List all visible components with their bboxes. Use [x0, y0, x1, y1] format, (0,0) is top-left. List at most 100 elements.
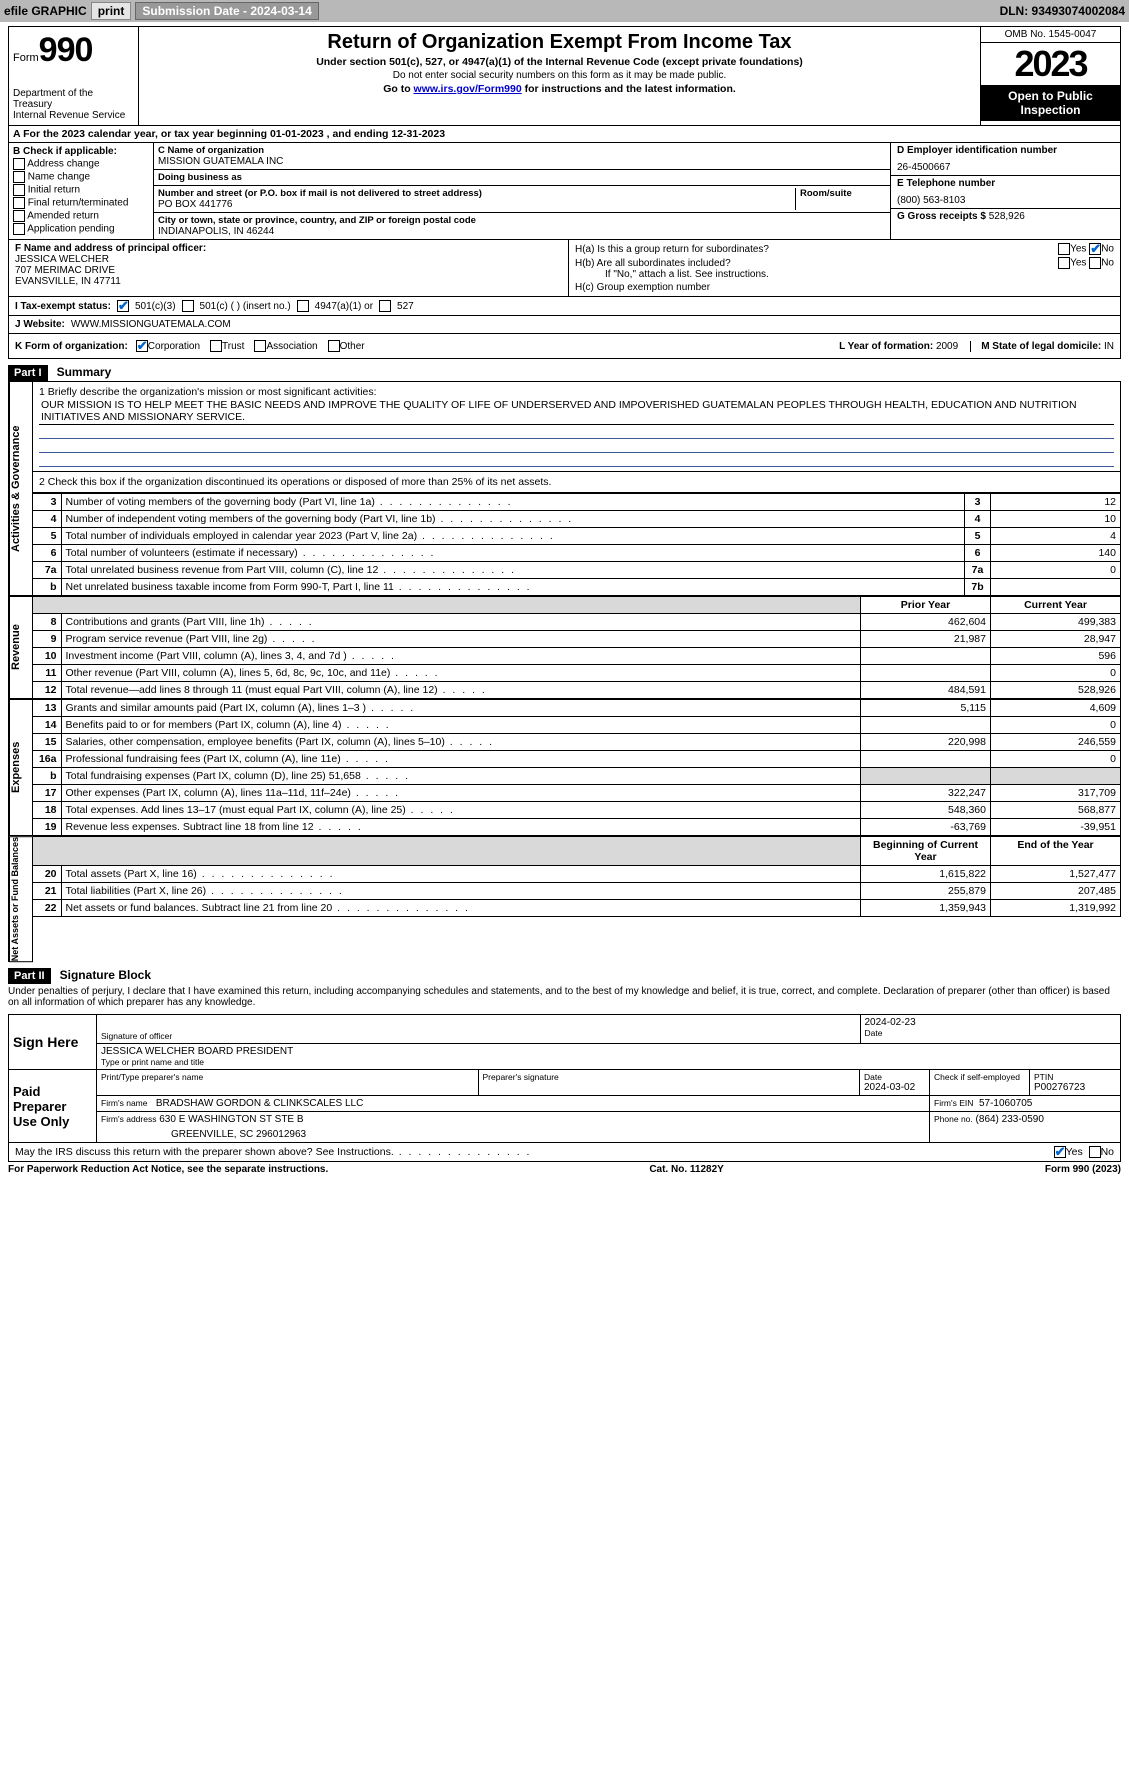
top-toolbar: efile GRAPHIC print Submission Date - 20…	[0, 0, 1129, 22]
table-row: 18 Total expenses. Add lines 13–17 (must…	[33, 802, 1121, 819]
form-header-right: OMB No. 1545-0047 2023 Open to Public In…	[980, 27, 1120, 125]
l-value: 2009	[936, 341, 958, 352]
ssn-warning: Do not enter social security numbers on …	[145, 70, 974, 81]
firm-name: BRADSHAW GORDON & CLINKSCALES LLC	[156, 1098, 363, 1109]
org-name: MISSION GUATEMALA INC	[158, 156, 886, 167]
netassets-section: Net Assets or Fund Balances Beginning of…	[8, 836, 1121, 962]
principal-officer: F Name and address of principal officer:…	[9, 240, 569, 296]
firm-addr2: GREENVILLE, SC 296012963	[171, 1129, 925, 1140]
discuss-no-cb[interactable]	[1089, 1146, 1101, 1158]
governance-sidelabel: Activities & Governance	[9, 381, 33, 596]
table-row: 5 Total number of individuals employed i…	[33, 528, 1121, 545]
line2-text: 2 Check this box if the organization dis…	[39, 476, 551, 488]
officer-name: JESSICA WELCHER	[15, 254, 562, 265]
discuss-no: No	[1101, 1146, 1114, 1158]
table-row: b Net unrelated business taxable income …	[33, 579, 1121, 596]
mission-blank1	[39, 425, 1114, 439]
sign-here-label: Sign Here	[9, 1015, 97, 1069]
i-label: I Tax-exempt status:	[15, 301, 111, 312]
ha-yes[interactable]	[1058, 243, 1070, 255]
ha-no[interactable]	[1089, 243, 1101, 255]
column-d: D Employer identification number 26-4500…	[890, 143, 1120, 239]
revenue-section: Revenue Prior YearCurrent Year8 Contribu…	[8, 596, 1121, 699]
ha-label: H(a) Is this a group return for subordin…	[575, 244, 769, 255]
opt-amended: Amended return	[27, 211, 99, 222]
table-row: 12 Total revenue—add lines 8 through 11 …	[33, 682, 1121, 699]
opt-corp: Corporation	[148, 341, 200, 352]
firm-ein-label: Firm's EIN	[934, 1098, 973, 1108]
signature-block: Sign Here Signature of officer 2024-02-2…	[8, 1014, 1121, 1143]
cb-4947[interactable]	[297, 300, 309, 312]
cb-final-return[interactable]: Final return/terminated	[13, 197, 149, 209]
opt-trust: Trust	[222, 341, 244, 352]
org-name-cell: C Name of organization MISSION GUATEMALA…	[154, 143, 890, 170]
form-header-mid: Return of Organization Exempt From Incom…	[139, 27, 980, 125]
dln-label: DLN: 93493074002084	[1000, 4, 1125, 18]
opt-name: Name change	[28, 172, 90, 183]
group-return: H(a) Is this a group return for subordin…	[569, 240, 1120, 296]
phone-value: (800) 563-8103	[897, 195, 1114, 206]
city-label: City or town, state or province, country…	[158, 215, 886, 226]
goto-suffix: for instructions and the latest informat…	[522, 83, 736, 95]
expenses-sidelabel: Expenses	[9, 699, 33, 836]
part1-header: Part I Summary	[8, 359, 1121, 381]
hb-yes[interactable]	[1058, 257, 1070, 269]
line-a-begin: 01-01-2023	[270, 128, 324, 140]
table-row: 13 Grants and similar amounts paid (Part…	[33, 700, 1121, 717]
no-label: No	[1101, 244, 1114, 255]
submission-date-button[interactable]: Submission Date - 2024-03-14	[135, 2, 318, 20]
opt-assoc: Association	[266, 341, 317, 352]
cb-initial-return[interactable]: Initial return	[13, 184, 149, 196]
discuss-label: May the IRS discuss this return with the…	[15, 1146, 531, 1158]
cb-501c3[interactable]	[117, 300, 129, 312]
irs-link[interactable]: www.irs.gov/Form990	[414, 83, 522, 95]
cb-amended[interactable]: Amended return	[13, 210, 149, 222]
discuss-yes-cb[interactable]	[1054, 1146, 1066, 1158]
type-label: Type or print name and title	[101, 1057, 1116, 1067]
yes-label: Yes	[1070, 244, 1086, 255]
cb-trust[interactable]	[210, 340, 222, 352]
street-cell: Number and street (or P.O. box if mail i…	[154, 186, 890, 213]
cb-name-change[interactable]: Name change	[13, 171, 149, 183]
cb-app-pending[interactable]: Application pending	[13, 223, 149, 235]
prep-sig-label: Preparer's signature	[483, 1072, 856, 1082]
cb-corp[interactable]	[136, 340, 148, 352]
governance-section: Activities & Governance 1 Briefly descri…	[8, 381, 1121, 596]
line-a-mid: , and ending	[327, 128, 392, 140]
phone-label: E Telephone number	[897, 178, 1114, 189]
gross-cell: G Gross receipts $ 528,926	[891, 209, 1120, 239]
opt-501c3: 501(c)(3)	[135, 301, 176, 312]
yes-label2: Yes	[1070, 258, 1086, 269]
website-value: WWW.MISSIONGUATEMALA.COM	[71, 319, 231, 330]
table-row: 15 Salaries, other compensation, employe…	[33, 734, 1121, 751]
officer-typed-name: JESSICA WELCHER BOARD PRESIDENT	[101, 1046, 1116, 1057]
cb-assoc[interactable]	[254, 340, 266, 352]
sig-date: 2024-02-23	[865, 1017, 1117, 1028]
form-header: Form990 Department of the Treasury Inter…	[8, 26, 1121, 126]
firm-name-label: Firm's name	[101, 1098, 148, 1108]
form-number: 990	[39, 31, 93, 69]
revenue-sidelabel: Revenue	[9, 596, 33, 699]
hb-no[interactable]	[1089, 257, 1101, 269]
cb-527[interactable]	[379, 300, 391, 312]
hb-label: H(b) Are all subordinates included?	[575, 258, 731, 269]
mission-blank2	[39, 439, 1114, 453]
org-name-label: C Name of organization	[158, 145, 886, 156]
print-button[interactable]: print	[91, 2, 132, 20]
row-j: J Website: WWW.MISSIONGUATEMALA.COM	[8, 316, 1121, 334]
m-label: M State of legal domicile:	[981, 341, 1101, 352]
cb-address-change[interactable]: Address change	[13, 158, 149, 170]
sig-date-label: Date	[865, 1028, 1117, 1038]
street-label: Number and street (or P.O. box if mail i…	[158, 188, 791, 199]
netassets-table: Beginning of Current YearEnd of the Year…	[33, 836, 1121, 917]
street-value: PO BOX 441776	[158, 199, 791, 210]
column-b: B Check if applicable: Address change Na…	[9, 143, 154, 239]
discuss-yes: Yes	[1066, 1146, 1083, 1158]
goto-prefix: Go to	[383, 83, 413, 95]
hc-label: H(c) Group exemption number	[575, 282, 1114, 293]
footer-form: Form 990 (2023)	[1045, 1164, 1121, 1175]
gross-value: 528,926	[989, 211, 1025, 222]
column-c: C Name of organization MISSION GUATEMALA…	[154, 143, 890, 239]
cb-501c[interactable]	[182, 300, 194, 312]
cb-other[interactable]	[328, 340, 340, 352]
